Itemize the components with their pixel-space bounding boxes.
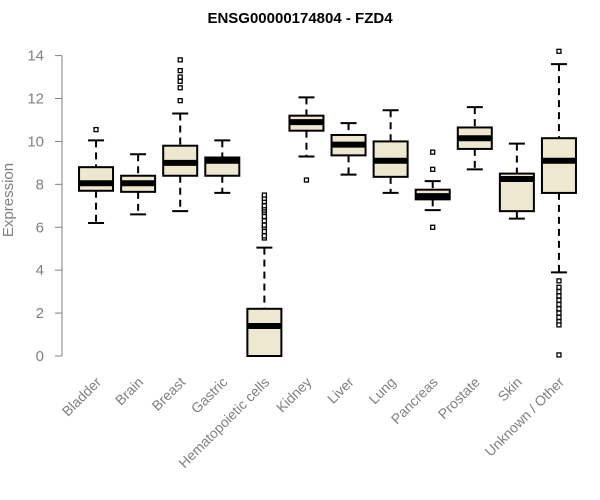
box-bladder xyxy=(78,126,115,224)
outlier-point xyxy=(93,126,99,133)
category-label: Unknown / Other xyxy=(481,374,567,460)
category-label: Prostate xyxy=(435,374,483,422)
box-iqr xyxy=(246,307,283,357)
y-tick-label: 4 xyxy=(36,262,44,279)
category-label: Pancreas xyxy=(388,374,441,427)
outlier-point xyxy=(177,57,183,63)
box-skin xyxy=(498,142,535,220)
outlier-point xyxy=(556,322,562,328)
box-kidney xyxy=(288,96,325,183)
outlier-point xyxy=(556,352,562,358)
boxes-group xyxy=(78,48,577,358)
category-label: Skin xyxy=(494,374,525,405)
box-brain xyxy=(120,153,157,216)
outlier-point xyxy=(261,228,268,235)
outlier-point xyxy=(261,222,268,228)
outlier-point xyxy=(177,67,183,74)
outlier-point xyxy=(261,233,268,239)
box-hematopoietic-cells xyxy=(246,192,283,357)
box-unknown-other xyxy=(540,48,577,358)
box-lung xyxy=(372,109,409,194)
outlier-point xyxy=(556,314,562,321)
outlier-point xyxy=(177,85,183,91)
category-label: Kidney xyxy=(273,374,315,416)
box-liver xyxy=(330,122,367,176)
outlier-point xyxy=(261,218,268,224)
box-iqr xyxy=(540,137,577,194)
y-tick-label: 2 xyxy=(36,305,44,322)
box-breast xyxy=(162,57,199,213)
outlier-point xyxy=(430,149,436,155)
outlier-point xyxy=(261,203,268,209)
outlier-point xyxy=(556,48,562,54)
outlier-point xyxy=(261,192,268,198)
outlier-point xyxy=(556,284,562,290)
outlier-point xyxy=(177,97,183,104)
outlier-point xyxy=(430,224,436,230)
box-prostate xyxy=(456,106,493,171)
outlier-point xyxy=(556,297,562,303)
outlier-point xyxy=(556,310,562,316)
category-label: Liver xyxy=(324,374,357,407)
y-tick-label: 14 xyxy=(27,48,44,65)
chart-title: ENSG00000174804 - FZD4 xyxy=(207,10,393,27)
y-tick-label: 10 xyxy=(27,133,44,150)
category-label: Brain xyxy=(112,374,146,408)
outlier-point xyxy=(177,74,183,80)
outlier-point xyxy=(556,306,562,312)
box-gastric xyxy=(204,139,241,194)
y-axis-title: Expression xyxy=(0,163,17,237)
outlier-point xyxy=(430,166,436,172)
y-axis: 0 2 4 6 8 10 12 14 xyxy=(27,48,63,365)
box-pancreas xyxy=(414,149,451,230)
outlier-point xyxy=(556,278,562,284)
outlier-point xyxy=(303,177,310,183)
y-tick-label: 12 xyxy=(27,91,44,108)
outlier-point xyxy=(556,301,562,308)
outlier-point xyxy=(556,293,562,299)
y-tick-label: 6 xyxy=(36,219,44,236)
category-label: Breast xyxy=(148,374,188,414)
box-iqr xyxy=(78,166,115,192)
y-tick-label: 8 xyxy=(36,176,44,193)
category-label: Lung xyxy=(365,374,398,407)
y-tick-label: 0 xyxy=(36,348,44,365)
outlier-point xyxy=(556,288,562,295)
category-label: Bladder xyxy=(59,374,105,420)
outlier-point xyxy=(177,78,183,84)
outlier-point xyxy=(261,213,268,220)
